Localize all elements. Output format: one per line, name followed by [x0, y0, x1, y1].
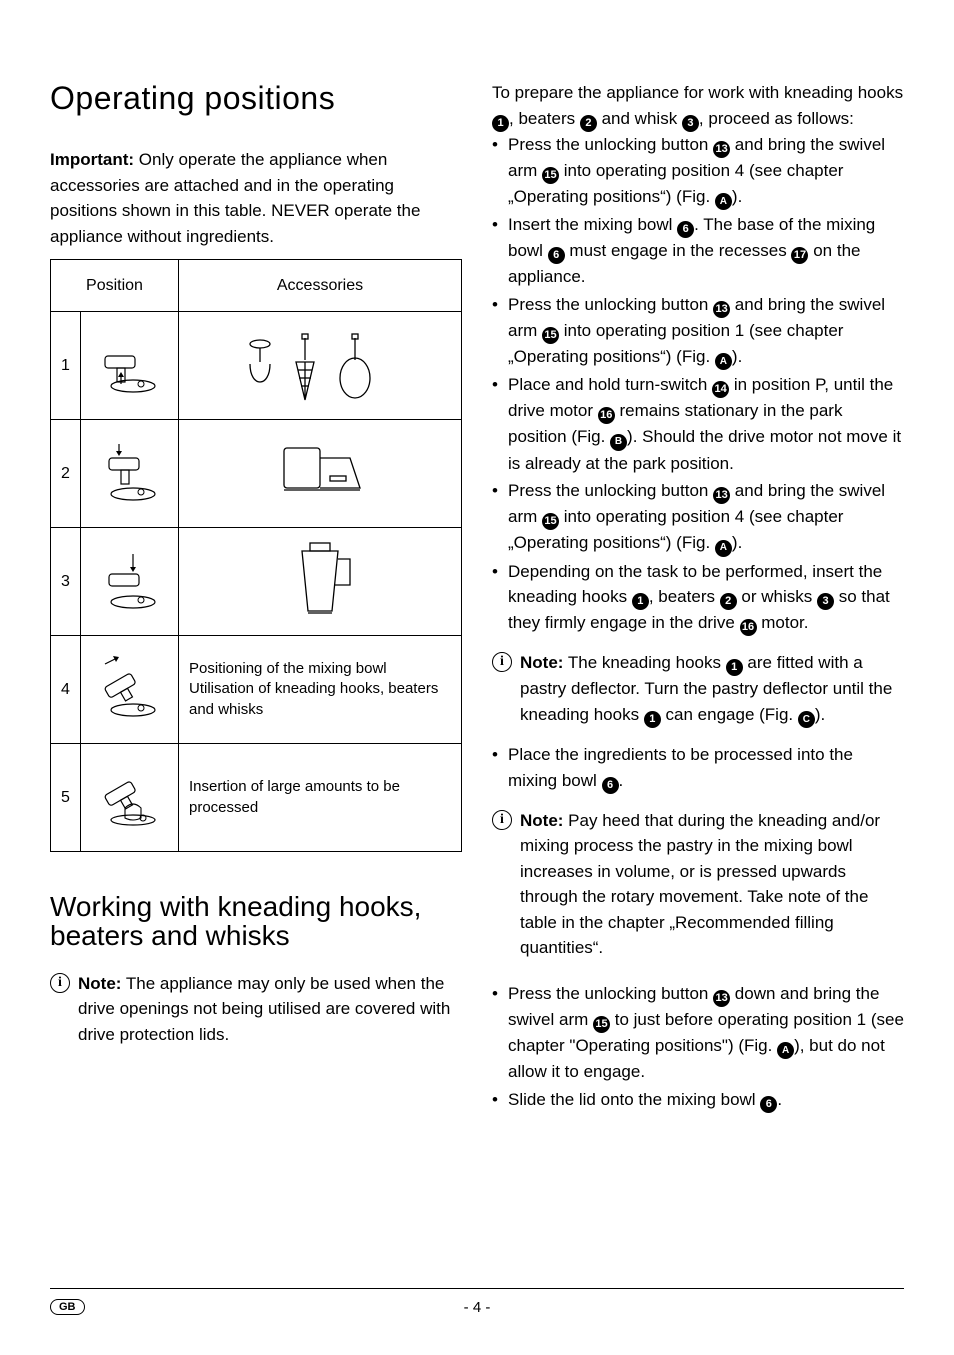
steps-list: Place the ingredients to be processed in…: [492, 742, 904, 794]
intro-paragraph: Important: Only operate the appliance wh…: [50, 147, 462, 249]
processor-icon: [250, 434, 390, 514]
position-diagram: [81, 312, 179, 420]
list-item: Press the unlocking button 13 and bring …: [492, 478, 904, 557]
ref-C: C: [798, 711, 815, 728]
ref-16: 16: [740, 619, 757, 636]
row-num: 5: [51, 744, 81, 852]
position-diagram: [81, 420, 179, 528]
page-number: - 4 -: [464, 1299, 491, 1316]
ref-16: 16: [598, 407, 615, 424]
ref-B: B: [610, 434, 627, 451]
ref-A: A: [777, 1042, 794, 1059]
ref-6: 6: [602, 777, 619, 794]
region-badge: GB: [50, 1299, 85, 1315]
ref-2: 2: [580, 115, 597, 132]
prep-intro: To prepare the appliance for work with k…: [492, 80, 904, 132]
table-row: 4 Positioning of the mixing bowl Utilisa…: [51, 636, 462, 744]
steps-list: Press the unlocking button 13 down and b…: [492, 981, 904, 1113]
row4-acc-text: Positioning of the mixing bowl Utilisati…: [179, 636, 462, 744]
note-text: Note: The kneading hooks 1 are fitted wi…: [520, 650, 904, 728]
left-column: Operating positions Important: Only oper…: [50, 80, 462, 1115]
ref-2: 2: [720, 593, 737, 610]
ref-13: 13: [713, 990, 730, 1007]
ref-15: 15: [542, 167, 559, 184]
accessories-diagram: [179, 312, 462, 420]
row5-acc-text: Insertion of large amounts to be process…: [179, 744, 462, 852]
page-footer: GB - 4 -: [50, 1288, 904, 1315]
blender-icon: [270, 537, 370, 627]
ref-A: A: [715, 193, 732, 210]
ref-13: 13: [713, 141, 730, 158]
important-label: Important:: [50, 150, 134, 169]
accessories-diagram: [179, 528, 462, 636]
ref-1: 1: [726, 659, 743, 676]
ref-13: 13: [713, 487, 730, 504]
table-row: 5 Insertion of large amounts to be proce…: [51, 744, 462, 852]
ref-6: 6: [677, 221, 694, 238]
row-num: 2: [51, 420, 81, 528]
note-block: i Note: Pay heed that during the kneadin…: [492, 808, 904, 961]
mixer-icon: [95, 328, 165, 398]
row-num: 1: [51, 312, 81, 420]
mixer-icon: [95, 544, 165, 614]
row-num: 4: [51, 636, 81, 744]
info-icon: i: [492, 652, 512, 672]
ref-1: 1: [492, 115, 509, 132]
row-num: 3: [51, 528, 81, 636]
position-diagram: [81, 636, 179, 744]
position-diagram: [81, 744, 179, 852]
ref-3: 3: [817, 593, 834, 610]
accessories-diagram: [179, 420, 462, 528]
heading-operating-positions: Operating positions: [50, 80, 462, 117]
ref-A: A: [715, 353, 732, 370]
note-block: i Note: The kneading hooks 1 are fitted …: [492, 650, 904, 728]
list-item: Depending on the task to be performed, i…: [492, 559, 904, 637]
ref-17: 17: [791, 247, 808, 264]
table-row: 1: [51, 312, 462, 420]
ref-1: 1: [644, 711, 661, 728]
right-column: To prepare the appliance for work with k…: [492, 80, 904, 1115]
list-item: Place the ingredients to be processed in…: [492, 742, 904, 794]
ref-1: 1: [632, 593, 649, 610]
mixer-icon: [95, 760, 165, 830]
ref-6: 6: [548, 247, 565, 264]
position-diagram: [81, 528, 179, 636]
list-item: Place and hold turn-switch 14 in positio…: [492, 372, 904, 476]
attachments-icon: [230, 326, 410, 406]
ref-3: 3: [682, 115, 699, 132]
ref-15: 15: [593, 1016, 610, 1033]
ref-14: 14: [712, 381, 729, 398]
positions-table: Position Accessories 1: [50, 259, 462, 852]
list-item: Press the unlocking button 13 and bring …: [492, 132, 904, 211]
ref-15: 15: [542, 327, 559, 344]
table-row: 2: [51, 420, 462, 528]
ref-13: 13: [713, 301, 730, 318]
mixer-icon: [95, 436, 165, 506]
list-item: Insert the mixing bowl 6. The base of th…: [492, 212, 904, 290]
list-item: Slide the lid onto the mixing bowl 6.: [492, 1087, 904, 1113]
note-text: Note: The appliance may only be used whe…: [78, 971, 462, 1048]
ref-15: 15: [542, 513, 559, 530]
table-row: 3: [51, 528, 462, 636]
note-text: Note: Pay heed that during the kneading …: [520, 808, 904, 961]
note-label: Note:: [78, 974, 121, 993]
steps-list: Press the unlocking button 13 and bring …: [492, 132, 904, 637]
th-accessories: Accessories: [179, 260, 462, 312]
heading-working-with: Working with kneading hooks, beaters and…: [50, 892, 462, 951]
note-block: i Note: The appliance may only be used w…: [50, 971, 462, 1048]
ref-A: A: [715, 540, 732, 557]
list-item: Press the unlocking button 13 down and b…: [492, 981, 904, 1085]
ref-6: 6: [760, 1096, 777, 1113]
list-item: Press the unlocking button 13 and bring …: [492, 292, 904, 371]
info-icon: i: [50, 973, 70, 993]
th-position: Position: [51, 260, 179, 312]
info-icon: i: [492, 810, 512, 830]
mixer-icon: [95, 652, 165, 722]
table-header-row: Position Accessories: [51, 260, 462, 312]
